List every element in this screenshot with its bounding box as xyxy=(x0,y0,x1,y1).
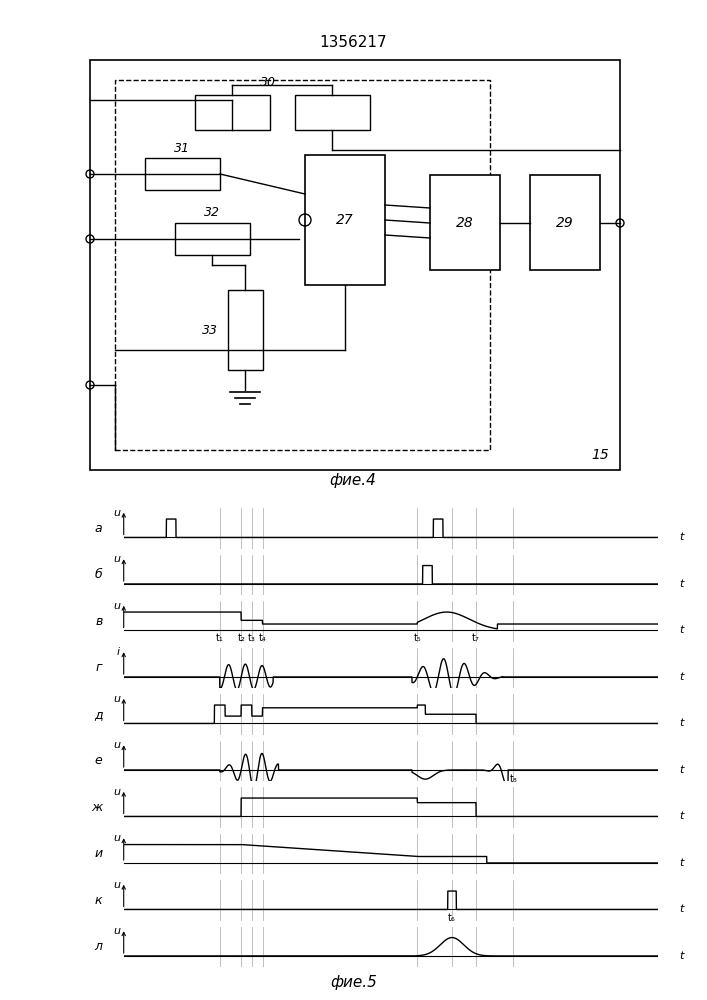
Bar xyxy=(175,223,250,255)
Text: к: к xyxy=(95,894,103,907)
Text: 28: 28 xyxy=(456,216,474,230)
Text: 27: 27 xyxy=(336,213,354,227)
Text: t: t xyxy=(679,532,683,542)
Text: u: u xyxy=(113,601,120,611)
Text: 1356217: 1356217 xyxy=(319,35,387,50)
Text: фие.4: фие.4 xyxy=(329,473,376,488)
Text: г: г xyxy=(96,661,103,674)
Bar xyxy=(530,175,600,270)
Text: е: е xyxy=(95,754,103,767)
Text: u: u xyxy=(113,554,120,564)
Bar xyxy=(90,60,620,470)
Text: 29: 29 xyxy=(556,216,574,230)
Text: t: t xyxy=(679,858,683,868)
Text: 15: 15 xyxy=(591,448,609,462)
Bar xyxy=(115,80,490,450)
Text: u: u xyxy=(113,740,120,750)
Text: t: t xyxy=(679,672,683,682)
Bar xyxy=(195,95,270,130)
Bar xyxy=(295,95,370,130)
Text: а: а xyxy=(95,522,103,535)
Text: t: t xyxy=(679,765,683,775)
Text: t₇: t₇ xyxy=(472,633,480,643)
Text: i: i xyxy=(117,647,120,657)
Text: u: u xyxy=(113,833,120,843)
Text: t: t xyxy=(679,811,683,821)
Bar xyxy=(430,175,500,270)
Text: л: л xyxy=(95,940,103,953)
Text: t₃: t₃ xyxy=(248,633,256,643)
Text: t: t xyxy=(679,951,683,961)
Text: t₂: t₂ xyxy=(238,633,245,643)
Text: 32: 32 xyxy=(204,207,220,220)
Text: u: u xyxy=(113,880,120,890)
Text: t₆: t₆ xyxy=(448,913,456,923)
Text: t: t xyxy=(679,579,683,589)
Bar xyxy=(228,290,263,370)
Text: и: и xyxy=(95,847,103,860)
Text: 31: 31 xyxy=(174,141,190,154)
Text: u: u xyxy=(113,926,120,936)
Text: t₅: t₅ xyxy=(414,633,421,643)
Text: 33: 33 xyxy=(202,324,218,336)
Text: фие.5: фие.5 xyxy=(330,975,377,990)
Text: д: д xyxy=(94,708,103,721)
Text: t₄: t₄ xyxy=(259,633,267,643)
Text: t: t xyxy=(679,625,683,635)
Bar xyxy=(145,158,220,190)
Text: u: u xyxy=(113,508,120,518)
Bar xyxy=(305,155,385,285)
Text: б: б xyxy=(95,568,103,581)
Text: u: u xyxy=(113,787,120,797)
Text: t₁: t₁ xyxy=(216,633,223,643)
Text: в: в xyxy=(95,615,103,628)
Text: u: u xyxy=(113,694,120,704)
Text: t: t xyxy=(679,904,683,914)
Text: ж: ж xyxy=(91,801,103,814)
Text: 30: 30 xyxy=(260,76,276,89)
Text: t₈: t₈ xyxy=(510,774,518,784)
Text: t: t xyxy=(679,718,683,728)
